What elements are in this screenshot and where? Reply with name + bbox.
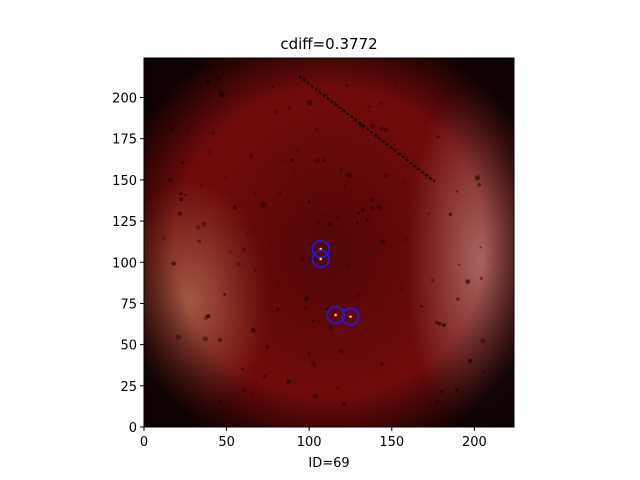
x-axis: 0 50 100 150 200 — [140, 427, 487, 450]
marker-center — [334, 313, 337, 317]
y-tick-label: 150 — [112, 174, 137, 189]
marker-ring — [341, 307, 360, 326]
dermoscopy-image — [144, 58, 514, 427]
marker-center — [319, 257, 323, 261]
y-tick-label: 200 — [112, 92, 137, 107]
y-tick-label: 50 — [120, 339, 137, 354]
marker-ring — [326, 305, 345, 325]
x-tick-label: 150 — [379, 435, 404, 450]
x-tick-label: 100 — [297, 435, 322, 450]
y-tick-label: 175 — [112, 133, 137, 148]
y-axis: 0 25 50 75 100 125 150 175 200 — [112, 92, 144, 436]
image-vignette — [144, 58, 514, 427]
y-tick-label: 100 — [112, 256, 137, 271]
x-tick-label: 50 — [218, 435, 235, 450]
chart-title: cdiff=0.3772 — [280, 35, 377, 53]
x-axis-label: ID=69 — [308, 456, 349, 471]
marker-ring — [311, 239, 330, 259]
y-tick-label: 25 — [120, 380, 137, 395]
detection-markers — [311, 239, 360, 326]
y-tick-label: 125 — [112, 215, 137, 230]
axes-frame — [143, 57, 515, 428]
x-tick-label: 200 — [462, 435, 487, 450]
marker-center — [349, 315, 352, 318]
x-tick-label: 0 — [140, 435, 148, 450]
y-tick-label: 0 — [129, 421, 137, 436]
marker-ring — [311, 249, 330, 269]
y-tick-label: 75 — [120, 297, 137, 312]
